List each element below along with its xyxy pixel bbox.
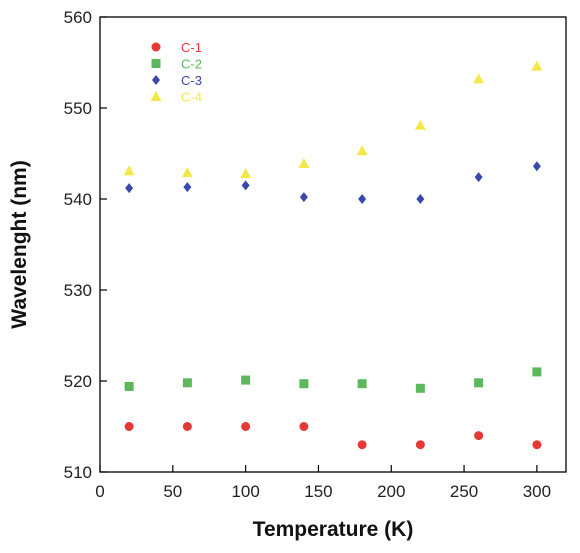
- data-point: [240, 168, 252, 179]
- data-point: [241, 375, 251, 385]
- data-point: [299, 379, 309, 389]
- x-tick-label: 300: [523, 482, 551, 501]
- x-tick-label: 250: [450, 482, 478, 501]
- data-point: [474, 172, 483, 183]
- y-tick-label: 530: [64, 281, 92, 300]
- y-tick-label: 560: [64, 8, 92, 27]
- data-point: [415, 440, 425, 450]
- data-point: [241, 180, 250, 191]
- series-1: [124, 422, 542, 450]
- y-tick-label: 520: [64, 372, 92, 391]
- x-tick-label: 0: [95, 482, 104, 501]
- data-point: [182, 378, 192, 388]
- legend-label: C-4: [181, 90, 202, 105]
- data-point: [241, 422, 251, 431]
- points-layer: [123, 60, 543, 450]
- data-point: [531, 60, 543, 71]
- legend-label: C-3: [181, 73, 202, 88]
- data-point: [532, 440, 542, 450]
- data-point: [183, 182, 192, 193]
- x-tick-label: 50: [163, 482, 182, 501]
- data-point: [415, 383, 425, 393]
- data-point: [358, 194, 367, 204]
- data-point: [357, 440, 367, 450]
- data-point: [299, 422, 309, 431]
- data-point: [124, 422, 134, 431]
- legend-marker: [152, 75, 160, 85]
- data-point: [124, 381, 134, 391]
- series-4: [123, 60, 543, 179]
- y-tick-label: 540: [64, 190, 92, 209]
- data-point: [532, 161, 541, 172]
- data-point: [414, 119, 426, 130]
- y-tick-label: 510: [64, 463, 92, 482]
- x-axis-title: Temperature (K): [253, 518, 414, 541]
- data-point: [125, 183, 134, 194]
- legend-marker: [150, 91, 162, 101]
- ticks-layer: 0 50 100 150 200 250 300 510 520 530 540 550 560: [64, 8, 551, 501]
- series-2: [124, 367, 542, 393]
- legend-label: C-2: [181, 57, 202, 72]
- legend: C-1 C-2C-3 C-4: [150, 40, 202, 105]
- data-point: [298, 158, 310, 169]
- data-point: [474, 378, 484, 388]
- legend-marker: [151, 59, 161, 68]
- data-point: [474, 431, 484, 441]
- data-point: [357, 379, 367, 389]
- data-point: [356, 145, 368, 156]
- legend-marker: [151, 42, 161, 52]
- legend-label: C-1: [181, 40, 202, 55]
- x-tick-label: 100: [231, 482, 259, 501]
- data-point: [416, 194, 425, 204]
- series-3: [125, 161, 541, 204]
- data-point: [123, 165, 135, 176]
- y-axis-title: Wavelenght (nm): [8, 160, 31, 328]
- data-point: [532, 367, 542, 377]
- y-tick-label: 550: [64, 99, 92, 118]
- data-point: [182, 422, 192, 431]
- x-tick-label: 150: [304, 482, 332, 501]
- data-point: [473, 73, 485, 84]
- data-point: [299, 192, 308, 203]
- data-point: [181, 167, 193, 178]
- plot-frame: [99, 16, 567, 473]
- x-tick-label: 200: [377, 482, 405, 501]
